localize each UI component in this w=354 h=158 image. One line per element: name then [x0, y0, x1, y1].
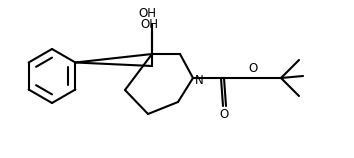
Text: O: O	[219, 108, 229, 121]
Text: OH: OH	[138, 7, 156, 20]
Text: N: N	[195, 75, 204, 88]
Text: OH: OH	[140, 18, 158, 31]
Text: O: O	[249, 62, 258, 75]
